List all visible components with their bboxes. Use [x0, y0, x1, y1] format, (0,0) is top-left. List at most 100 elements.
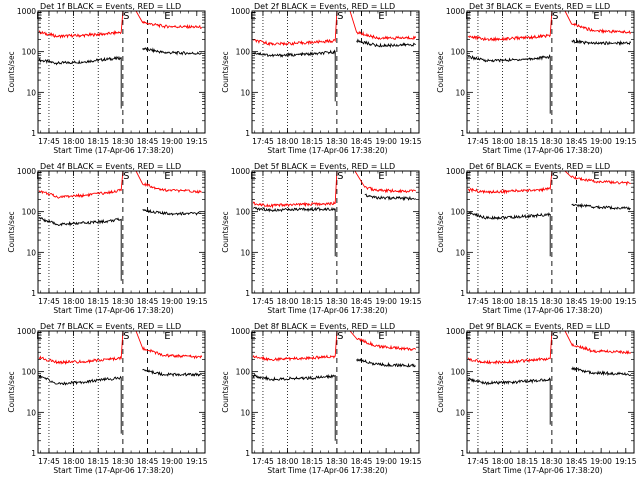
x-axis-label: Start Time (17-Apr-06 17:38:20) [267, 146, 387, 155]
x-tick-label: 19:00 [161, 457, 183, 466]
events-series-line [142, 368, 203, 378]
y-tick-label: 100 [236, 48, 251, 57]
panel-3: Det 3f BLACK = Events, RED = LLD 1 10 100 10… [436, 2, 637, 155]
lld-series-line [467, 331, 632, 365]
x-tick-label: 18:30 [541, 137, 563, 146]
y-axis-label: Counts/sec [221, 51, 230, 92]
marker-label: E [250, 171, 256, 182]
marker-label: E [36, 171, 42, 182]
marker-label: E [36, 11, 42, 22]
panel-1: Det 1f BLACK = Events, RED = LLD 1 10 100 10… [7, 2, 208, 155]
y-tick-label: 10 [26, 248, 36, 257]
x-tick-label: 17:45 [467, 297, 489, 306]
x-axis-label: Start Time (17-Apr-06 17:38:20) [482, 146, 602, 155]
y-tick-label: 10 [240, 408, 250, 417]
lld-series-line [38, 171, 202, 199]
x-tick-label: 19:15 [186, 137, 208, 146]
x-tick-label: 18:15 [87, 297, 109, 306]
y-tick-label: 1000 [17, 7, 36, 16]
y-tick-label: 10 [455, 88, 465, 97]
x-tick-label: 19:15 [400, 457, 422, 466]
y-axis-label: Counts/sec [436, 51, 445, 92]
panel-frame [251, 170, 420, 294]
x-tick-label: 19:15 [400, 297, 422, 306]
panel-7: Det 7f BLACK = Events, RED = LLD 1 10 100 10… [7, 322, 208, 475]
x-tick-label: 17:45 [467, 137, 489, 146]
marker-label: S [123, 11, 129, 22]
panel-title: Det 8f BLACK = Events, RED = LLD [254, 322, 395, 331]
marker-label: E [593, 11, 599, 22]
x-tick-label: 17:45 [252, 297, 274, 306]
y-tick-label: 1000 [446, 167, 465, 176]
panel-frame [37, 10, 206, 134]
x-tick-label: 18:45 [137, 137, 159, 146]
y-tick-label: 1 [460, 289, 465, 298]
x-tick-label: 19:15 [400, 137, 422, 146]
events-series-line [142, 47, 202, 56]
events-series-line [467, 377, 551, 425]
y-axis-label: Counts/sec [436, 371, 445, 412]
x-tick-label: 18:00 [492, 457, 514, 466]
y-tick-label: 1000 [17, 167, 36, 176]
x-tick-label: 17:45 [38, 457, 60, 466]
x-axis-label: Start Time (17-Apr-06 17:38:20) [53, 306, 173, 315]
x-tick-label: 19:00 [375, 457, 397, 466]
x-tick-label: 18:30 [112, 297, 134, 306]
marker-label: S [552, 11, 558, 22]
x-tick-label: 18:30 [326, 137, 348, 146]
y-tick-label: 1 [460, 449, 465, 458]
events-series-line [252, 206, 336, 257]
series-group [252, 11, 417, 102]
x-tick-label: 19:00 [161, 297, 183, 306]
marker-label: S [337, 11, 343, 22]
panel-6: Det 6f BLACK = Events, RED = LLD 1 10 100 10… [436, 162, 637, 315]
x-tick-label: 19:15 [615, 137, 637, 146]
x-tick-label: 18:30 [326, 457, 348, 466]
y-tick-label: 1000 [231, 167, 250, 176]
x-tick-label: 18:00 [492, 297, 514, 306]
series-group [38, 11, 203, 109]
x-tick-label: 18:15 [87, 137, 109, 146]
panel-5: Det 5f BLACK = Events, RED = LLD 1 10 100 10… [221, 162, 422, 315]
panel-title: Det 5f BLACK = Events, RED = LLD [254, 162, 395, 171]
events-series-line [252, 49, 336, 102]
y-tick-label: 10 [240, 88, 250, 97]
x-tick-label: 19:00 [590, 137, 612, 146]
y-tick-label: 1000 [446, 327, 465, 336]
series-group [467, 11, 632, 114]
x-tick-label: 18:30 [326, 297, 348, 306]
events-series-line [38, 374, 122, 434]
marker-label: E [164, 171, 170, 182]
x-tick-label: 19:15 [615, 297, 637, 306]
lld-series-line [467, 11, 632, 42]
marker-label: E [465, 11, 471, 22]
x-tick-label: 18:00 [63, 297, 85, 306]
y-axis-label: Counts/sec [7, 371, 16, 412]
y-tick-label: 1000 [446, 7, 465, 16]
x-tick-label: 18:00 [277, 297, 299, 306]
x-tick-label: 18:00 [63, 137, 85, 146]
x-tick-label: 18:00 [492, 137, 514, 146]
x-tick-label: 17:45 [38, 137, 60, 146]
events-series-line [467, 210, 551, 257]
panel-frame [37, 170, 206, 294]
x-tick-label: 17:45 [467, 457, 489, 466]
events-series-line [356, 38, 416, 49]
x-tick-label: 19:00 [161, 137, 183, 146]
events-series-line [252, 373, 336, 441]
marker-label: E [378, 11, 384, 22]
panel-2: Det 2f BLACK = Events, RED = LLD 1 10 100 10… [221, 2, 422, 155]
series-group [252, 171, 417, 257]
x-tick-label: 19:00 [590, 297, 612, 306]
y-tick-label: 1 [31, 289, 36, 298]
marker-label: E [164, 331, 170, 342]
x-tick-label: 19:15 [615, 457, 637, 466]
events-series-line [571, 202, 631, 211]
y-axis-label: Counts/sec [7, 211, 16, 252]
y-tick-label: 1000 [231, 327, 250, 336]
y-tick-label: 1 [31, 449, 36, 458]
series-group [467, 171, 631, 257]
series-group [38, 331, 203, 434]
x-tick-label: 18:00 [277, 457, 299, 466]
x-tick-label: 18:30 [541, 297, 563, 306]
